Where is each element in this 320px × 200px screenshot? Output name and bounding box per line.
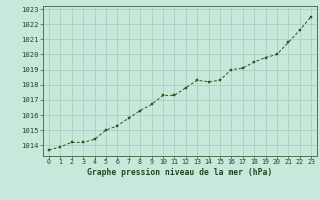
X-axis label: Graphe pression niveau de la mer (hPa): Graphe pression niveau de la mer (hPa) bbox=[87, 168, 273, 177]
